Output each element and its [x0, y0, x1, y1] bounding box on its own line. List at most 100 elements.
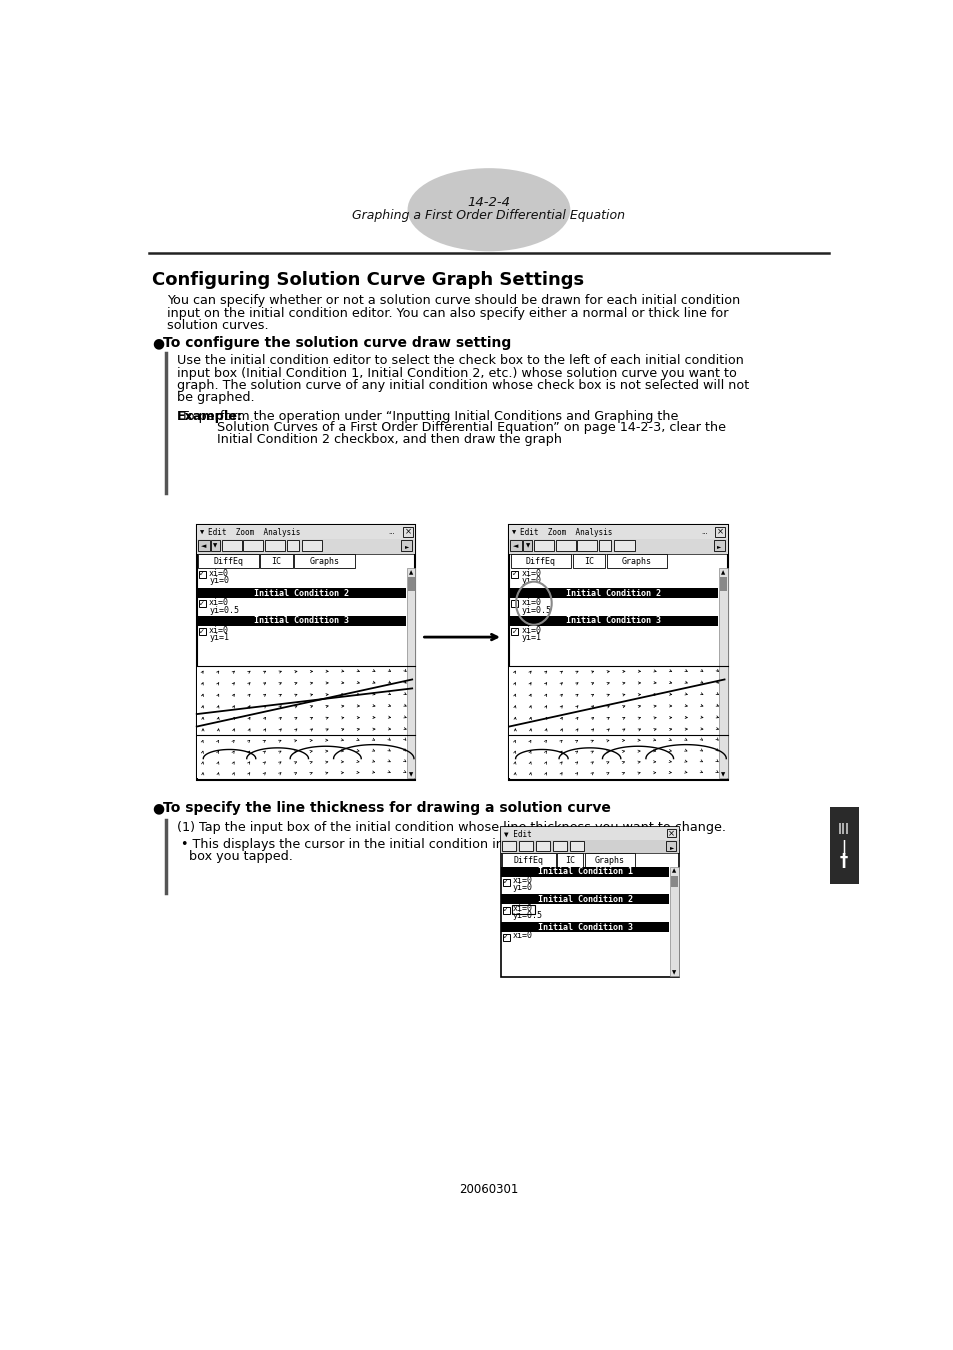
Text: xi=0: xi=0	[521, 625, 541, 634]
Text: ✓: ✓	[511, 629, 517, 634]
Bar	[294, 554, 355, 568]
Text: To perform the operation under “Inputting Initial Conditions and Graphing the: To perform the operation under “Inputtin…	[176, 410, 678, 423]
Bar	[402, 526, 413, 537]
Text: ✓: ✓	[199, 629, 205, 634]
Text: ...: ...	[388, 529, 395, 535]
Bar	[584, 853, 634, 867]
Bar	[572, 554, 604, 568]
Bar	[199, 571, 206, 578]
Text: ✓: ✓	[199, 571, 205, 576]
Text: DiffEq: DiffEq	[525, 558, 556, 566]
Text: ●: ●	[152, 801, 164, 815]
Text: ×: ×	[717, 526, 723, 536]
Text: ✓: ✓	[502, 879, 508, 886]
Text: Initial Condition 2: Initial Condition 2	[537, 895, 632, 905]
Bar	[670, 876, 678, 887]
Bar	[221, 540, 241, 551]
Bar	[199, 601, 206, 608]
Text: ▼: ▼	[720, 772, 724, 778]
Text: yi=0: yi=0	[209, 576, 229, 586]
Bar	[512, 904, 535, 914]
Text: 20060301: 20060301	[458, 1184, 518, 1196]
Text: To configure the solution curve draw setting: To configure the solution curve draw set…	[162, 336, 511, 350]
Text: xi=0: xi=0	[513, 903, 533, 913]
Text: ▼: ▼	[512, 529, 516, 536]
Bar	[197, 616, 406, 625]
Bar	[713, 540, 723, 551]
Bar	[509, 525, 727, 539]
Text: Initial Condition 2: Initial Condition 2	[253, 589, 349, 598]
Bar	[502, 934, 509, 941]
Text: Initial Condition 3: Initial Condition 3	[537, 923, 632, 932]
Bar	[715, 526, 724, 537]
Bar	[511, 601, 517, 608]
Bar	[534, 540, 554, 551]
Text: ▼: ▼	[199, 529, 204, 536]
Bar	[720, 576, 726, 591]
Bar	[196, 525, 415, 539]
Text: ►: ►	[669, 845, 673, 849]
Text: yi=0: yi=0	[513, 883, 533, 892]
Bar	[196, 525, 415, 779]
Text: xi=0: xi=0	[513, 876, 533, 884]
Bar	[509, 734, 727, 778]
Text: Edit  Zoom  Analysis: Edit Zoom Analysis	[208, 528, 300, 537]
Text: ✓: ✓	[199, 601, 205, 608]
Text: 14-2-4: 14-2-4	[467, 196, 510, 208]
Text: IC: IC	[583, 558, 594, 566]
Text: Initial Condition 2: Initial Condition 2	[566, 589, 660, 598]
Text: ▼: ▼	[525, 544, 529, 548]
Text: input box (Initial Condition 1, Initial Condition 2, etc.) whose solution curve : input box (Initial Condition 1, Initial …	[176, 367, 736, 379]
Bar	[211, 540, 220, 551]
Text: graph. The solution curve of any initial condition whose check box is not select: graph. The solution curve of any initial…	[176, 379, 748, 391]
Text: yi=0: yi=0	[521, 576, 541, 586]
Bar	[302, 540, 322, 551]
Text: Solution Curves of a First Order Differential Equation” on page 14-2-3, clear th: Solution Curves of a First Order Differe…	[176, 421, 725, 435]
Bar	[509, 666, 727, 734]
Text: xi=0: xi=0	[209, 568, 229, 578]
Text: DiffEq: DiffEq	[213, 558, 243, 566]
Bar	[509, 539, 727, 553]
Text: xi=0: xi=0	[521, 568, 541, 578]
Bar	[511, 571, 517, 578]
Bar	[196, 734, 415, 778]
Bar	[500, 828, 679, 840]
Bar	[829, 807, 858, 884]
Text: yi=0.5: yi=0.5	[513, 910, 542, 919]
Text: yi=0.5: yi=0.5	[521, 606, 551, 614]
Text: xi=0: xi=0	[513, 931, 533, 941]
Text: xi=0: xi=0	[209, 598, 229, 608]
Text: Initial Condition 2 checkbox, and then draw the graph: Initial Condition 2 checkbox, and then d…	[176, 433, 561, 446]
Text: Initial Condition 3: Initial Condition 3	[566, 617, 660, 625]
Bar	[501, 853, 555, 867]
Text: ◄: ◄	[513, 543, 518, 549]
Bar	[557, 853, 583, 867]
Bar	[509, 616, 718, 625]
Text: |: |	[841, 840, 845, 855]
Bar	[719, 568, 727, 778]
Text: box you tapped.: box you tapped.	[181, 850, 293, 864]
Text: Graphs: Graphs	[595, 856, 624, 865]
Text: (1) Tap the input box of the initial condition whose line thickness you want to : (1) Tap the input box of the initial con…	[176, 821, 725, 834]
Bar	[197, 540, 210, 551]
Bar	[196, 666, 415, 734]
Text: ▼: ▼	[213, 544, 217, 548]
Text: Initial Condition 3: Initial Condition 3	[253, 617, 349, 625]
Text: ►: ►	[717, 544, 720, 548]
Bar	[265, 540, 285, 551]
Text: ✓: ✓	[502, 907, 508, 913]
Text: IC: IC	[272, 558, 281, 566]
Bar	[509, 525, 727, 779]
Text: ×: ×	[404, 526, 412, 536]
Text: yi=1: yi=1	[521, 633, 541, 643]
Bar	[500, 894, 669, 904]
Bar	[666, 841, 676, 850]
Text: ◄: ◄	[201, 543, 206, 549]
Bar	[500, 867, 669, 876]
Bar	[198, 554, 258, 568]
Text: ▲: ▲	[671, 868, 676, 873]
Bar	[522, 540, 532, 551]
Bar	[598, 540, 611, 551]
Text: IC: IC	[565, 856, 575, 865]
Text: ▼ Edit: ▼ Edit	[503, 830, 531, 838]
